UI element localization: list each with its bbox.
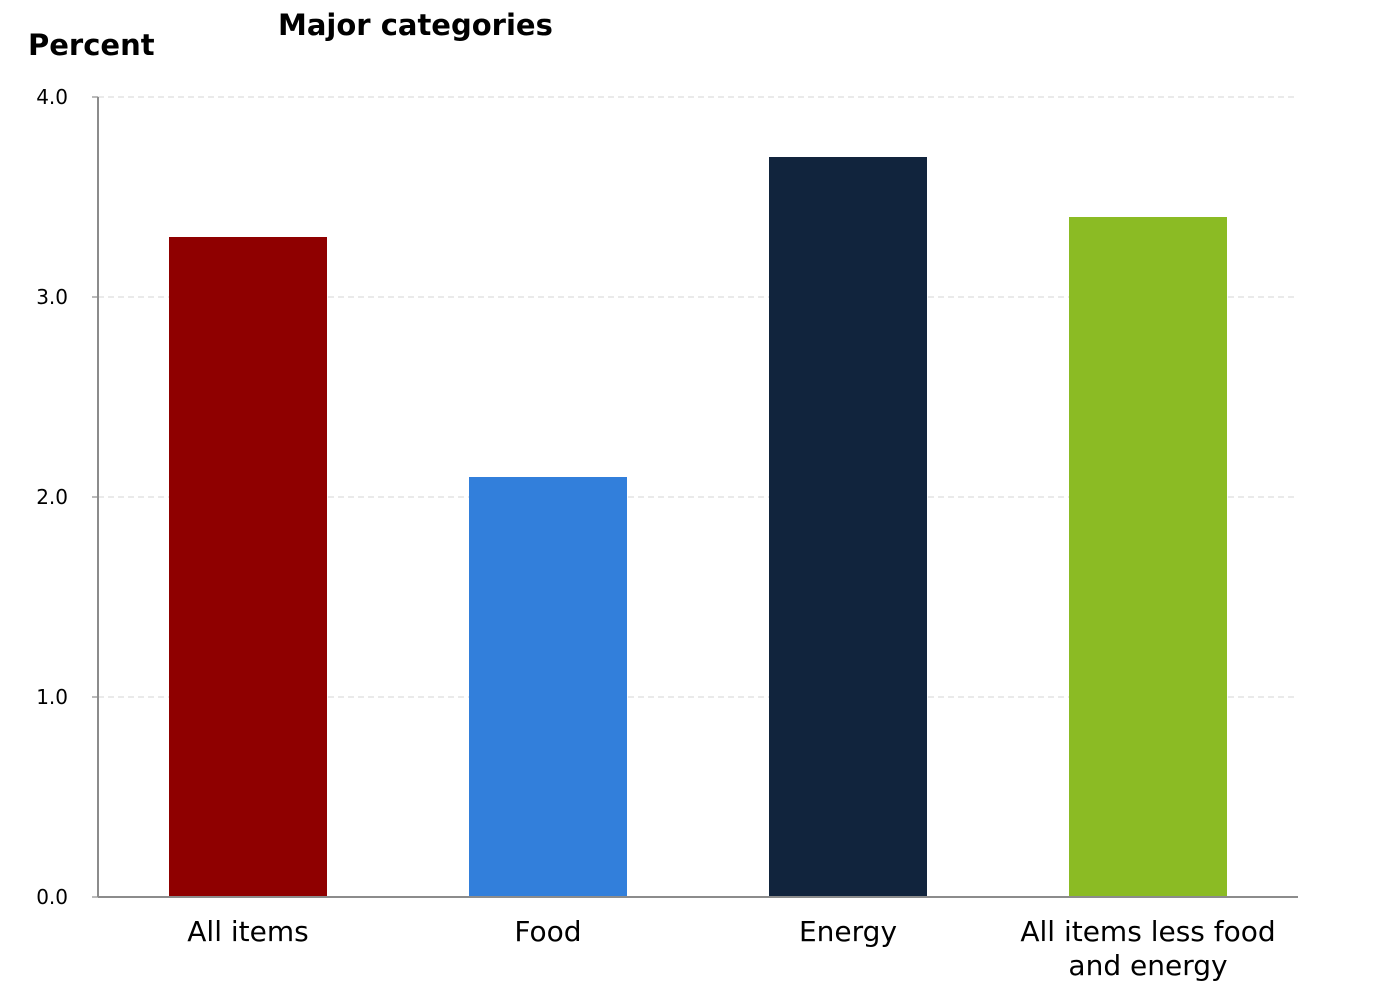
y-tick-label: 0.0	[36, 885, 68, 909]
x-tick-label: All items	[187, 915, 308, 948]
y-tick-labels: 0.0 1.0 2.0 3.0 4.0	[36, 85, 68, 909]
bar	[469, 477, 627, 897]
y-tick-label: 1.0	[36, 685, 68, 709]
y-tick-label: 2.0	[36, 485, 68, 509]
x-tick-label-line: Food	[514, 915, 581, 948]
bar	[169, 237, 327, 897]
x-tick-label-line: Energy	[799, 915, 897, 948]
x-tick-label-line: and energy	[1068, 949, 1227, 982]
chart-title: Major categories	[278, 8, 553, 42]
x-tick-label-line: All items less food	[1020, 915, 1275, 948]
y-tick-label: 4.0	[36, 85, 68, 109]
y-axis-title: Percent	[28, 28, 155, 62]
x-tick-label-line: All items	[187, 915, 308, 948]
y-tick-label: 3.0	[36, 285, 68, 309]
axes	[92, 96, 1298, 898]
bar	[1069, 217, 1227, 897]
bars	[169, 157, 1227, 897]
x-tick-label: Energy	[799, 915, 897, 948]
bar	[769, 157, 927, 897]
x-tick-label: Food	[514, 915, 581, 948]
x-tick-labels: All items Food Energy All items less food an…	[187, 915, 1275, 982]
x-tick-label: All items less food and energy	[1020, 915, 1275, 982]
